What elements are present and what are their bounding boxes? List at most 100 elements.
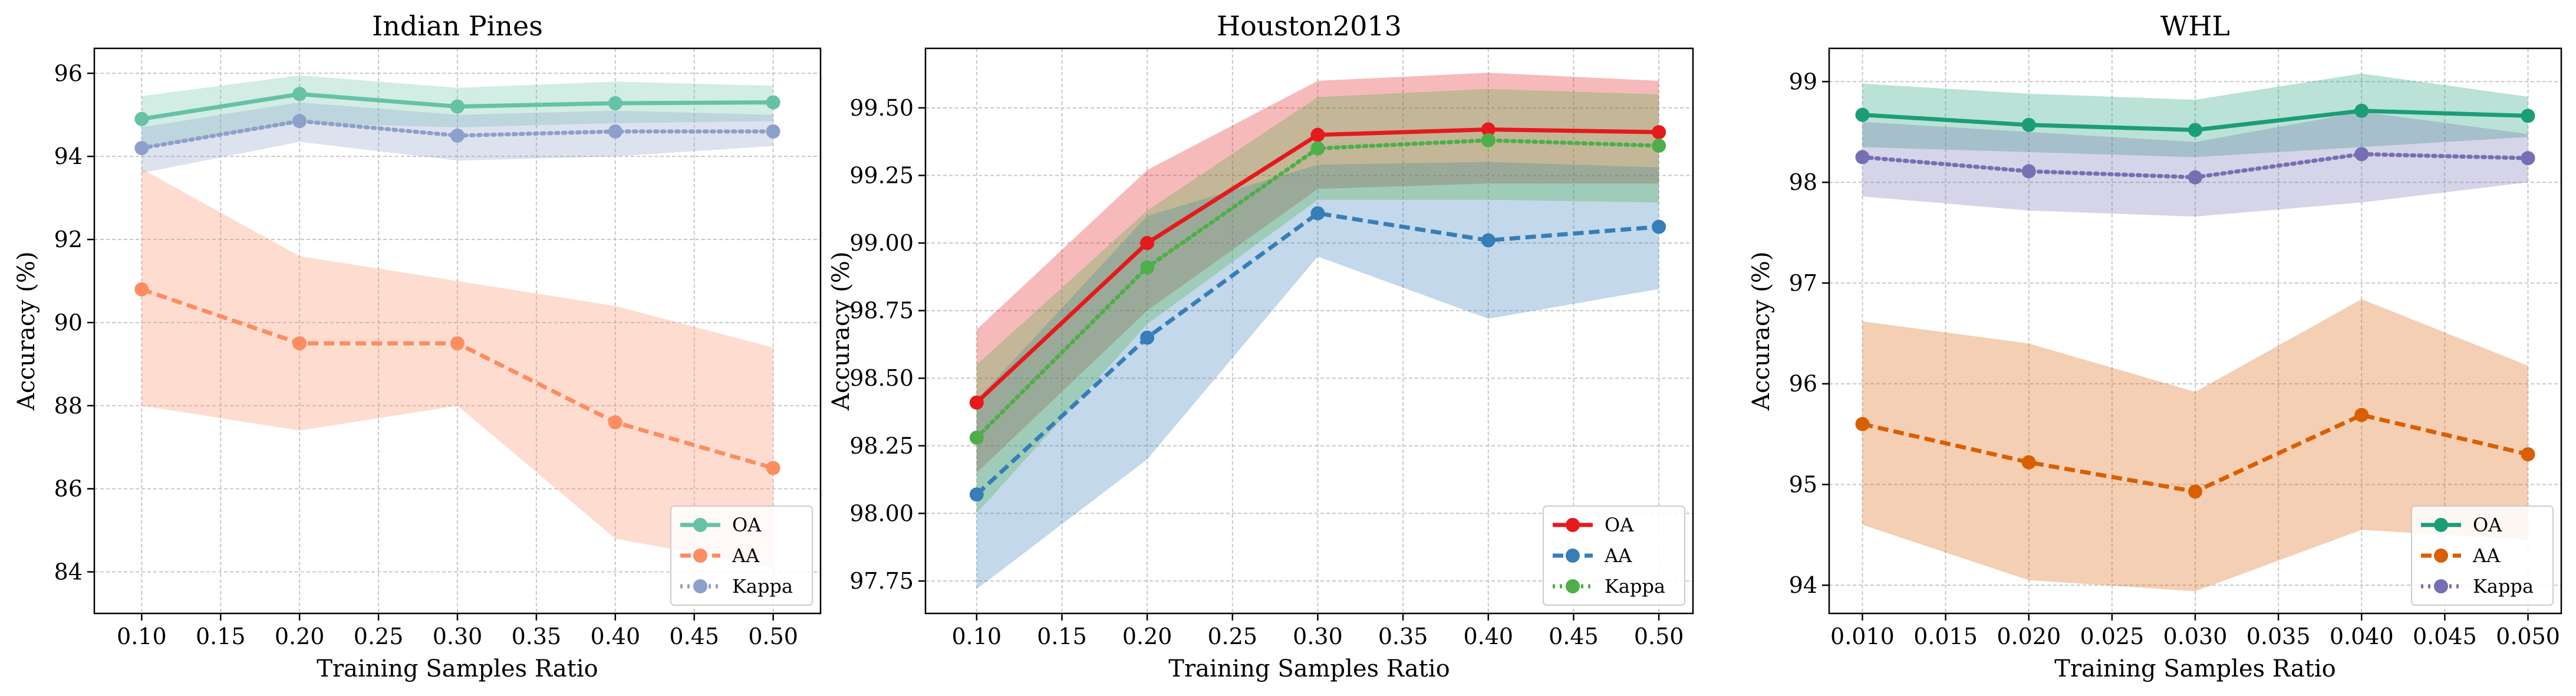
x-tick-label: 0.25	[1207, 623, 1257, 649]
x-tick-label: 0.10	[951, 623, 1002, 649]
data-point-aa	[1140, 330, 1155, 345]
data-point-aa	[1481, 233, 1495, 248]
data-point-aa	[2021, 455, 2036, 470]
legend-label-oa: OA	[732, 514, 762, 536]
data-point-aa	[1310, 206, 1325, 221]
data-point-kappa	[766, 124, 780, 139]
band-aa	[141, 169, 773, 568]
y-tick-label: 95	[1789, 471, 1817, 497]
legend-label-oa: OA	[2473, 514, 2502, 536]
x-tick-label: 0.20	[275, 623, 325, 649]
data-point-aa	[766, 461, 780, 475]
y-tick-label: 97.75	[849, 568, 914, 594]
data-point-aa	[1652, 219, 1666, 234]
x-tick-label: 0.40	[1463, 623, 1513, 649]
chart-whl: 0.010 0.015 0.020 0.025 0.030 0.035 0.040 0.045…	[1748, 10, 2562, 682]
x-tick-label: 0.025	[2080, 623, 2144, 649]
x-tick-label: 0.20	[1122, 623, 1172, 649]
data-point-aa	[608, 415, 622, 429]
chart-houston2013: 0.10 0.15 0.20 0.25 0.30 0.35 0.40 0.45 0.50 97.7…	[828, 10, 1694, 682]
legend-marker-kappa	[1566, 579, 1580, 593]
legend-box	[1543, 505, 1685, 606]
data-point-oa	[1855, 107, 1870, 122]
x-tick-label: 0.40	[591, 623, 641, 649]
y-tick-label: 99.25	[849, 162, 914, 188]
legend-label-oa: OA	[1605, 514, 1634, 536]
data-point-oa	[766, 95, 780, 110]
legend-label-kappa: Kappa	[732, 575, 793, 597]
y-tick-label: 98.00	[849, 500, 914, 526]
y-tick-label: 96	[54, 60, 83, 86]
data-point-oa	[608, 96, 622, 110]
y-tick-label: 98.75	[849, 298, 914, 324]
data-point-oa	[450, 99, 465, 114]
data-point-aa	[2354, 408, 2369, 422]
y-tick-label: 94	[54, 143, 83, 169]
y-axis-label: Accuracy (%)	[1748, 251, 1775, 411]
legend-label-aa: AA	[732, 544, 760, 567]
band-kappa	[976, 88, 1659, 514]
y-tick-label: 96	[1789, 371, 1817, 397]
x-tick-label: 0.45	[669, 623, 719, 649]
data-point-oa	[2521, 109, 2535, 123]
data-point-oa	[292, 87, 307, 101]
x-tick-label: 0.020	[1997, 623, 2061, 649]
data-point-kappa	[450, 128, 465, 143]
data-point-kappa	[292, 114, 307, 129]
x-tick-label: 0.10	[117, 623, 167, 649]
legend-marker-aa	[693, 549, 707, 563]
x-tick-label: 0.030	[2163, 623, 2228, 649]
data-point-kappa	[1481, 133, 1495, 147]
y-axis-label: Accuracy (%)	[13, 251, 40, 411]
x-tick-label: 0.15	[196, 623, 246, 649]
legend: OA AA Kappa	[670, 505, 813, 606]
y-tick-label: 99	[1789, 68, 1817, 94]
y-tick-label: 94	[1789, 572, 1817, 598]
x-tick-label: 0.045	[2413, 623, 2477, 649]
data-point-aa	[134, 282, 149, 297]
x-tick-label: 0.25	[354, 623, 404, 649]
legend-marker-aa	[1566, 549, 1580, 563]
data-point-kappa	[1310, 141, 1325, 156]
plot-frame	[924, 47, 1694, 615]
chart-title: Houston2013	[1217, 10, 1402, 42]
x-tick-label: 0.35	[512, 623, 562, 649]
data-point-aa	[2521, 447, 2535, 462]
y-tick-label: 84	[54, 559, 83, 585]
y-tick-label: 88	[54, 393, 83, 419]
x-tick-label: 0.050	[2496, 623, 2560, 649]
data-point-kappa	[2188, 170, 2202, 185]
data-point-aa	[969, 487, 984, 502]
legend-marker-aa	[2434, 549, 2448, 563]
data-point-oa	[1481, 122, 1495, 137]
legend: OA AA Kappa	[1543, 505, 1685, 606]
legend-marker-oa	[2434, 518, 2448, 532]
x-tick-label: 0.50	[1634, 623, 1684, 649]
y-tick-label: 92	[54, 226, 83, 252]
data-point-kappa	[1140, 260, 1155, 275]
legend: OA AA Kappa	[2411, 505, 2554, 606]
x-tick-label: 0.35	[1378, 623, 1428, 649]
band-kappa	[1862, 111, 2528, 217]
y-tick-label: 99.00	[849, 230, 914, 256]
legend-label-kappa: Kappa	[2473, 575, 2534, 597]
data-point-kappa	[2354, 147, 2369, 162]
data-point-oa	[1310, 127, 1325, 142]
data-point-kappa	[969, 431, 984, 445]
x-tick-label: 0.040	[2330, 623, 2394, 649]
y-tick-label: 98	[1789, 169, 1817, 195]
data-point-kappa	[134, 141, 149, 156]
data-point-aa	[1855, 416, 1870, 431]
x-tick-label: 0.010	[1830, 623, 1895, 649]
legend-marker-kappa	[2434, 579, 2448, 593]
x-axis-label: Training Samples Ratio	[317, 655, 598, 682]
x-tick-label: 0.30	[1293, 623, 1343, 649]
y-tick-label: 97	[1789, 270, 1817, 296]
y-tick-label: 98.25	[849, 433, 914, 459]
legend-marker-oa	[1566, 518, 1580, 532]
x-axis-label: Training Samples Ratio	[2054, 655, 2335, 682]
data-point-aa	[2188, 484, 2202, 499]
data-point-kappa	[1652, 139, 1666, 153]
legend-marker-oa	[693, 518, 707, 532]
band-oa	[1862, 73, 2528, 157]
